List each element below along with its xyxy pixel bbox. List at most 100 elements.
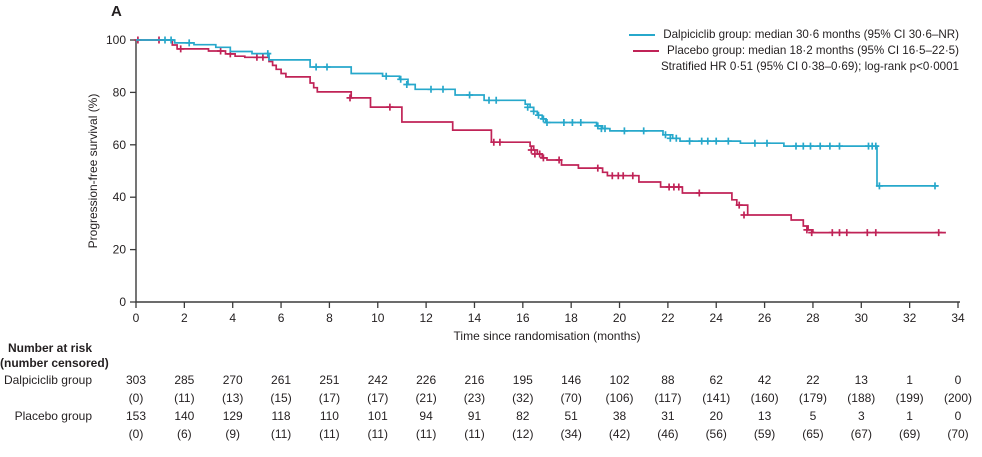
- censored-value: (11): [367, 427, 388, 441]
- censored-value: (59): [753, 427, 776, 441]
- censored-value: (160): [750, 391, 779, 405]
- at-risk-value: 303: [125, 373, 147, 387]
- censored-value: (0): [128, 427, 144, 441]
- censored-value: (17): [367, 391, 389, 405]
- at-risk-value: 1: [906, 409, 913, 423]
- legend-hr-note: Stratified HR 0·51 (95% CI 0·38–0·69); l…: [660, 60, 959, 73]
- x-tick-label: 4: [229, 311, 236, 325]
- panel-label: A: [111, 3, 122, 20]
- at-risk-value: 251: [319, 373, 340, 387]
- at-risk-value: 88: [661, 373, 675, 387]
- at-risk-value: 1: [906, 373, 913, 387]
- at-risk-value: 270: [222, 373, 243, 387]
- at-risk-value: 242: [367, 373, 388, 387]
- at-risk-value: 0: [954, 409, 962, 423]
- censored-value: (34): [560, 427, 582, 441]
- censored-value: (11): [319, 427, 340, 441]
- y-axis-label: Progression-free survival (%): [86, 94, 100, 249]
- at-risk-value: 216: [464, 373, 485, 387]
- x-tick-label: 10: [371, 311, 385, 325]
- at-risk-value: 13: [854, 373, 868, 387]
- at-risk-value: 118: [271, 409, 291, 423]
- at-risk-value: 153: [125, 409, 147, 423]
- legend-line-swatch-dalpiciclib: [629, 34, 656, 36]
- legend-label-dalpiciclib: Dalpiciclib group: median 30·6 months (9…: [663, 28, 959, 41]
- x-axis-label: Time since randomisation (months): [454, 329, 641, 343]
- censored-value: (23): [463, 391, 486, 405]
- x-tick-label: 2: [181, 311, 188, 325]
- legend: Dalpiciclib group: median 30·6 months (9…: [629, 27, 959, 75]
- censored-value: (15): [270, 391, 292, 405]
- at-risk-value: 31: [661, 409, 675, 423]
- at-risk-value: 140: [174, 409, 195, 423]
- censored-value: (11): [464, 427, 485, 441]
- at-risk-value: 102: [609, 373, 630, 387]
- at-risk-value: 261: [271, 373, 292, 387]
- y-tick-label: 0: [119, 295, 126, 309]
- at-risk-value: 101: [367, 409, 388, 423]
- at-risk-value: 129: [222, 409, 243, 423]
- censored-value: (13): [222, 391, 244, 405]
- censored-value: (106): [605, 391, 634, 405]
- y-tick-label: 60: [113, 138, 127, 152]
- y-tick-label: 80: [113, 85, 127, 99]
- censored-value: (199): [895, 391, 924, 405]
- at-risk-value: 22: [806, 373, 820, 387]
- censored-value: (69): [898, 427, 921, 441]
- risk-row-label: Dalpiciclib group: [3, 373, 92, 387]
- censored-value: (12): [512, 427, 534, 441]
- x-tick-label: 24: [710, 311, 724, 325]
- legend-label-placebo: Placebo group: median 18·2 months (95% C…: [667, 44, 959, 57]
- y-tick-label: 40: [113, 190, 127, 204]
- censored-value: (9): [225, 427, 241, 441]
- at-risk-value: 0: [954, 373, 962, 387]
- at-risk-value: 195: [512, 373, 533, 387]
- x-tick-label: 28: [806, 311, 820, 325]
- x-tick-label: 16: [516, 311, 530, 325]
- censored-value: (65): [802, 427, 824, 441]
- at-risk-value: 51: [564, 409, 578, 423]
- x-tick-label: 18: [564, 311, 578, 325]
- at-risk-value: 110: [319, 409, 339, 423]
- censored-value: (179): [798, 391, 827, 405]
- censored-value: (67): [850, 427, 872, 441]
- censored-value: (21): [415, 391, 437, 405]
- x-tick-label: 14: [468, 311, 482, 325]
- censored-value: (17): [318, 391, 341, 405]
- at-risk-value: 285: [174, 373, 195, 387]
- x-tick-label: 0: [133, 311, 140, 325]
- at-risk-value: 20: [709, 409, 723, 423]
- legend-entry-dalpiciclib: Dalpiciclib group: median 30·6 months (9…: [629, 27, 959, 43]
- censored-value: (32): [512, 391, 534, 405]
- x-tick-label: 30: [855, 311, 869, 325]
- risk-table-subtitle: (number censored): [0, 356, 109, 370]
- at-risk-value: 42: [757, 373, 772, 387]
- x-tick-label: 32: [903, 311, 917, 325]
- censored-value: (141): [702, 391, 731, 405]
- y-tick-label: 20: [113, 243, 127, 257]
- censored-value: (11): [174, 391, 195, 405]
- censored-value: (188): [847, 391, 876, 405]
- censored-value: (46): [657, 427, 679, 441]
- at-risk-value: 3: [857, 409, 865, 423]
- at-risk-value: 5: [809, 409, 817, 423]
- censored-value: (6): [177, 427, 192, 441]
- y-tick-label: 100: [106, 33, 126, 47]
- at-risk-value: 13: [757, 409, 772, 423]
- at-risk-value: 62: [709, 373, 723, 387]
- at-risk-value: 146: [561, 373, 582, 387]
- at-risk-value: 94: [419, 409, 433, 423]
- risk-row-label: Placebo group: [14, 409, 92, 423]
- censored-value: (11): [415, 427, 437, 441]
- at-risk-value: 82: [516, 409, 530, 423]
- censor-marks-dalpiciclib-group: [161, 36, 939, 190]
- legend-entry-placebo: Placebo group: median 18·2 months (95% C…: [633, 43, 959, 59]
- x-tick-label: 34: [951, 311, 965, 325]
- censored-value: (70): [560, 391, 582, 405]
- at-risk-value: 91: [467, 409, 482, 423]
- km-curve-dalpiciclib-group: [136, 39, 939, 187]
- censored-value: (0): [128, 391, 144, 405]
- censored-value: (11): [270, 427, 292, 441]
